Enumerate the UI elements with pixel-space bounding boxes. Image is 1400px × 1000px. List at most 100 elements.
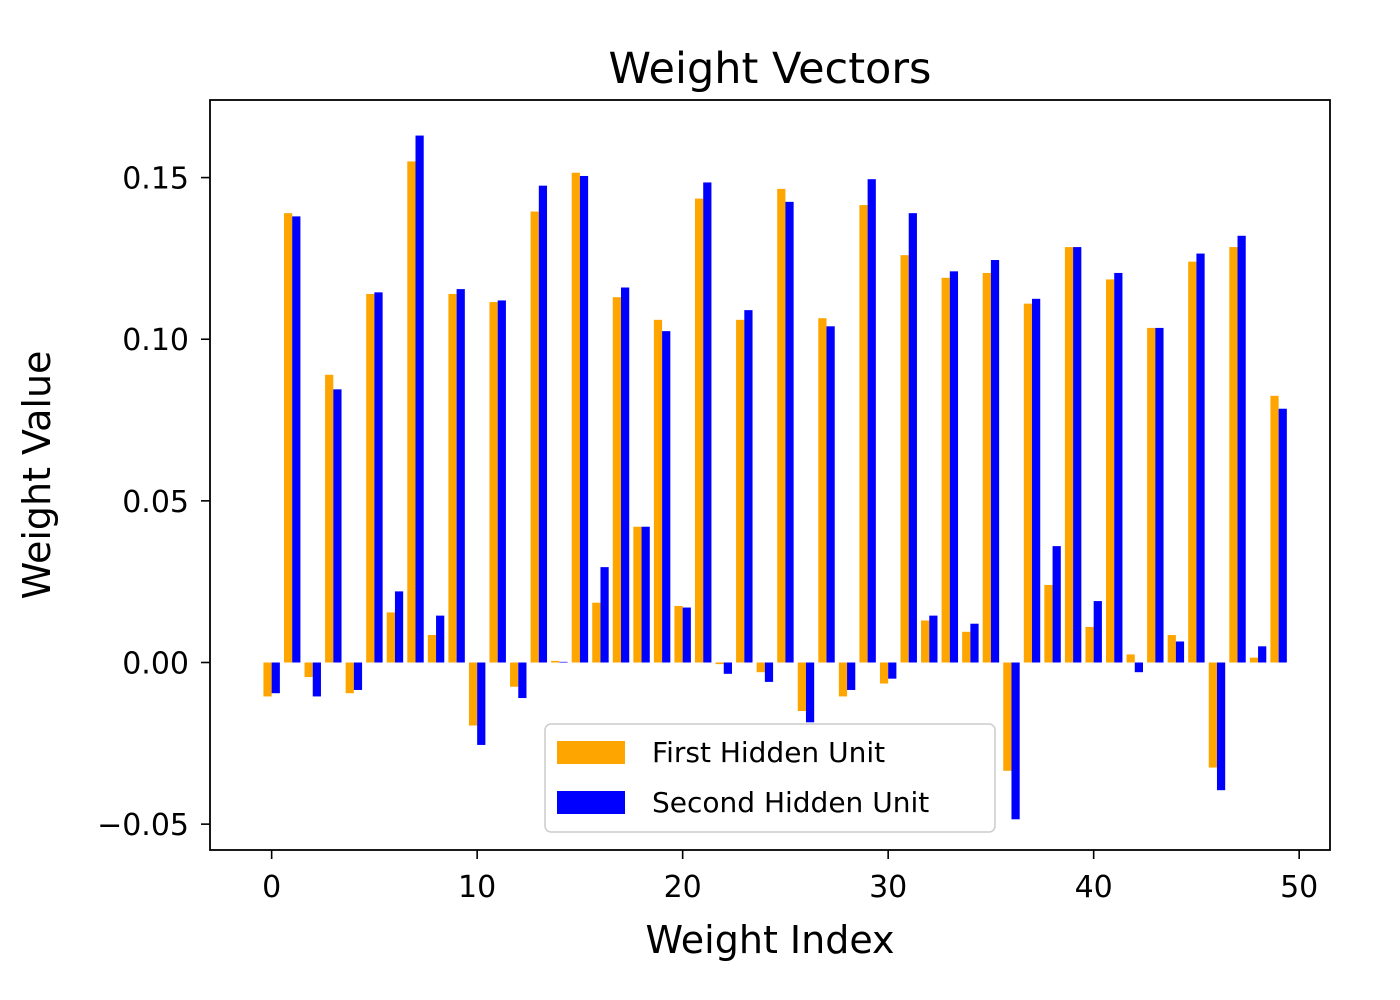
bar-series2-index-9: [456, 289, 465, 663]
bar-series2-index-0: [271, 662, 280, 694]
y-axis-label: Weight Value: [15, 351, 59, 600]
bar-series1-index-1: [283, 213, 293, 663]
bar-series1-index-48: [1249, 657, 1259, 663]
bar-series2-index-19: [662, 331, 671, 663]
legend-box: [544, 723, 996, 833]
bar-series1-index-17: [612, 297, 622, 663]
bar-series2-index-31: [908, 213, 917, 663]
bar-series1-index-11: [489, 302, 498, 663]
bar-series1-index-8: [427, 635, 437, 663]
bar-series2-index-46: [1216, 662, 1226, 791]
bar-series1-index-41: [1106, 279, 1115, 663]
axis-ticks: 0 10 20 30 40 50 −0.05 0.00 0.05 0.10 0.15: [97, 162, 1318, 905]
bar-series1-index-25: [777, 188, 786, 663]
bar-series2-index-4: [353, 662, 363, 690]
bar-series1-index-40: [1085, 626, 1094, 663]
bar-series1-index-2: [304, 662, 313, 678]
bar-series1-index-36: [1003, 662, 1012, 771]
bar-series2-index-12: [518, 662, 527, 699]
bar-series2-index-33: [949, 271, 959, 663]
bar-series1-index-15: [571, 172, 580, 663]
bar-series1-index-33: [941, 277, 950, 663]
bar-series2-index-5: [374, 292, 383, 663]
bar-series2-index-16: [600, 567, 609, 663]
bar-series1-index-26: [797, 662, 806, 711]
bar-series2-index-37: [1032, 298, 1041, 663]
x-tick-label: 40: [1075, 870, 1113, 905]
bar-series1-index-29: [859, 205, 868, 663]
bar-series1-index-7: [407, 161, 416, 663]
bar-series1-index-27: [818, 318, 827, 663]
bar-series2-index-18: [641, 526, 650, 663]
bar-series2-index-35: [990, 260, 1000, 663]
bar-series1-index-13: [530, 211, 539, 663]
bar-series1-index-44: [1167, 635, 1176, 663]
bar-series2-index-8: [436, 615, 445, 663]
legend-label-first: First Hidden Unit: [652, 736, 885, 769]
bar-series2-index-28: [847, 662, 856, 690]
bar-series1-index-30: [879, 662, 889, 684]
bar-series1-index-0: [263, 662, 272, 697]
x-tick-label: 30: [869, 870, 907, 905]
bar-series1-index-9: [448, 293, 457, 663]
bar-series2-index-38: [1052, 546, 1061, 663]
bar-series2-index-23: [744, 310, 753, 663]
bar-series2-index-22: [723, 662, 732, 674]
bar-series1-index-14: [551, 660, 560, 663]
y-tick-label: 0.15: [122, 162, 189, 197]
bar-series2-index-34: [970, 623, 979, 663]
bar-series2-index-14: [559, 661, 568, 663]
bar-series2-index-21: [703, 182, 712, 663]
bar-series1-index-43: [1147, 327, 1156, 663]
bar-series2-index-1: [292, 216, 301, 663]
bar-series1-index-16: [592, 602, 601, 663]
bar-series1-index-37: [1023, 303, 1033, 663]
plot-frame: [209, 99, 1331, 851]
y-tick-label: 0.00: [122, 647, 189, 682]
y-tick-label: 0.05: [122, 485, 189, 520]
bar-series2-index-45: [1196, 253, 1205, 663]
bar-series2-index-44: [1175, 641, 1185, 663]
y-tick-label: 0.10: [122, 323, 189, 358]
legend: First Hidden Unit Second Hidden Unit: [544, 723, 996, 833]
x-tick-label: 20: [664, 870, 702, 905]
bar-series1-index-18: [633, 526, 642, 663]
bar-series2-index-40: [1093, 601, 1102, 663]
bar-series2-index-32: [929, 615, 938, 663]
bar-series2-index-20: [682, 607, 691, 663]
bar-series2-index-17: [621, 287, 630, 663]
y-tick-label: −0.05: [97, 808, 189, 843]
bars: [263, 135, 1287, 820]
bar-series2-index-11: [497, 300, 506, 663]
bar-series2-index-39: [1073, 247, 1082, 663]
bar-series1-index-4: [345, 662, 354, 694]
x-tick-label: 10: [458, 870, 496, 905]
legend-swatch-second: [557, 791, 625, 814]
bar-series1-index-21: [694, 198, 704, 663]
bar-series2-index-25: [785, 201, 794, 663]
bar-series2-index-26: [805, 662, 815, 723]
bar-series2-index-27: [826, 326, 835, 663]
bar-series1-index-45: [1188, 261, 1197, 663]
bar-series2-index-3: [333, 389, 342, 663]
bar-series1-index-49: [1270, 395, 1279, 663]
bar-series1-index-39: [1064, 247, 1074, 663]
bar-series1-index-5: [366, 293, 375, 663]
bar-series1-index-35: [982, 272, 991, 663]
bar-series1-index-6: [386, 612, 395, 663]
chart-title: Weight Vectors: [609, 44, 932, 94]
x-axis-label: Weight Index: [645, 918, 894, 962]
bar-series1-index-23: [736, 319, 745, 663]
bar-series1-index-38: [1044, 584, 1053, 663]
bar-series2-index-13: [538, 185, 548, 663]
legend-swatch-first: [557, 741, 625, 764]
bar-series2-index-15: [579, 175, 589, 663]
bar-series1-index-19: [653, 319, 663, 663]
bar-series1-index-10: [468, 662, 478, 726]
legend-label-second: Second Hidden Unit: [652, 786, 929, 819]
bar-series2-index-41: [1114, 272, 1123, 663]
bar-series1-index-3: [325, 374, 334, 663]
bar-series1-index-12: [510, 662, 519, 687]
bar-series2-index-24: [764, 662, 774, 682]
